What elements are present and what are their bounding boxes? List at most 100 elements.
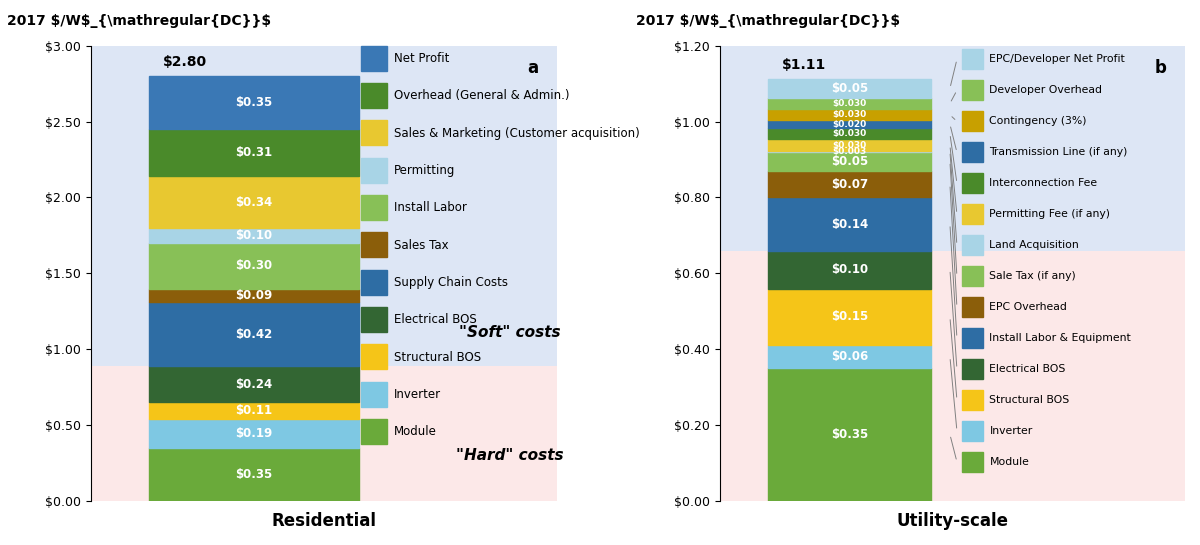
Text: $0.42: $0.42 [235,328,272,341]
Text: $0.030: $0.030 [833,141,866,150]
Text: Install Labor: Install Labor [394,201,467,214]
Text: Sale Tax (if any): Sale Tax (if any) [990,271,1076,281]
Text: $0.05: $0.05 [832,155,869,168]
Bar [768,151,931,152]
Text: "Soft" costs: "Soft" costs [460,325,560,340]
Text: $0.030: $0.030 [833,110,866,119]
Bar [91,366,557,501]
Text: a: a [527,59,538,77]
Bar [768,288,931,346]
Text: $0.10: $0.10 [832,263,869,276]
Bar [961,235,983,255]
Bar [768,120,931,128]
Bar [149,243,359,288]
Text: $2.80: $2.80 [163,55,208,69]
Bar [149,402,359,419]
Bar [149,366,359,402]
Text: Module: Module [394,425,437,438]
Bar [720,251,1184,501]
Bar [149,288,359,302]
Bar [149,228,359,243]
Bar [361,344,386,370]
Text: $0.35: $0.35 [832,428,869,441]
Bar [361,232,386,257]
Text: $0.003: $0.003 [833,147,866,156]
Bar [961,142,983,162]
Text: $0.030: $0.030 [833,129,866,138]
Bar [361,195,386,220]
Bar [961,266,983,286]
Text: Electrical BOS: Electrical BOS [394,313,476,326]
Text: $0.09: $0.09 [235,289,272,302]
Text: Permitting: Permitting [394,164,455,177]
Text: b: b [1154,59,1166,77]
Text: Contingency (3%): Contingency (3%) [990,116,1087,126]
Bar [361,419,386,444]
Bar [961,421,983,441]
Bar [149,176,359,228]
Text: $0.31: $0.31 [235,146,272,159]
Bar [768,346,931,368]
Text: $0.06: $0.06 [832,350,869,364]
Bar [961,111,983,131]
Bar [961,204,983,224]
Text: $0.35: $0.35 [235,468,272,481]
Bar [961,297,983,317]
Text: $1.11: $1.11 [782,58,827,72]
Text: $0.05: $0.05 [832,82,869,95]
Bar [361,120,386,146]
Text: $0.10: $0.10 [235,229,272,242]
Text: 2017 $/W$_{\mathregular{DC}}$: 2017 $/W$_{\mathregular{DC}}$ [636,14,900,28]
Text: Permitting Fee (if any): Permitting Fee (if any) [990,209,1110,219]
Bar [768,368,931,501]
Text: $0.24: $0.24 [235,378,272,391]
Bar [768,171,931,197]
Text: $0.030: $0.030 [833,99,866,108]
Bar [768,128,931,140]
Text: Install Labor & Equipment: Install Labor & Equipment [990,333,1132,343]
Bar [91,46,557,366]
Text: Supply Chain Costs: Supply Chain Costs [394,276,508,289]
Bar [961,80,983,100]
Text: Land Acquisition: Land Acquisition [990,240,1079,250]
Text: Structural BOS: Structural BOS [394,350,481,364]
Text: $0.34: $0.34 [235,196,272,209]
Text: $0.35: $0.35 [235,96,272,109]
Text: $0.020: $0.020 [833,120,866,129]
Bar [768,79,931,98]
Bar [961,50,983,69]
Bar [361,270,386,295]
Text: "Hard" costs: "Hard" costs [456,448,564,463]
Bar [361,83,386,108]
Bar [768,197,931,251]
Text: $0.19: $0.19 [235,427,272,440]
Bar [961,390,983,410]
Text: $0.30: $0.30 [235,259,272,272]
Text: Developer Overhead: Developer Overhead [990,86,1103,95]
Text: $0.07: $0.07 [832,178,869,191]
Bar [768,109,931,120]
Bar [149,76,359,129]
Text: 2017 $/W$_{\mathregular{DC}}$: 2017 $/W$_{\mathregular{DC}}$ [7,14,271,28]
Text: Structural BOS: Structural BOS [990,395,1069,405]
Text: Electrical BOS: Electrical BOS [990,364,1066,374]
Bar [149,129,359,176]
Bar [149,448,359,501]
Bar [768,140,931,151]
X-axis label: Residential: Residential [271,512,377,530]
Text: $0.15: $0.15 [832,311,869,323]
Text: EPC Overhead: EPC Overhead [990,302,1067,312]
Bar [768,152,931,171]
Bar [361,46,386,71]
X-axis label: Utility-scale: Utility-scale [896,512,1008,530]
Text: Inverter: Inverter [990,426,1033,436]
Text: $0.14: $0.14 [832,217,869,231]
Text: Interconnection Fee: Interconnection Fee [990,178,1098,188]
Bar [149,302,359,366]
Text: $0.11: $0.11 [235,404,272,417]
Bar [961,173,983,193]
Text: Sales & Marketing (Customer acquisition): Sales & Marketing (Customer acquisition) [394,126,640,140]
Bar [361,158,386,183]
Text: Module: Module [990,457,1030,467]
Text: Transmission Line (if any): Transmission Line (if any) [990,147,1128,158]
